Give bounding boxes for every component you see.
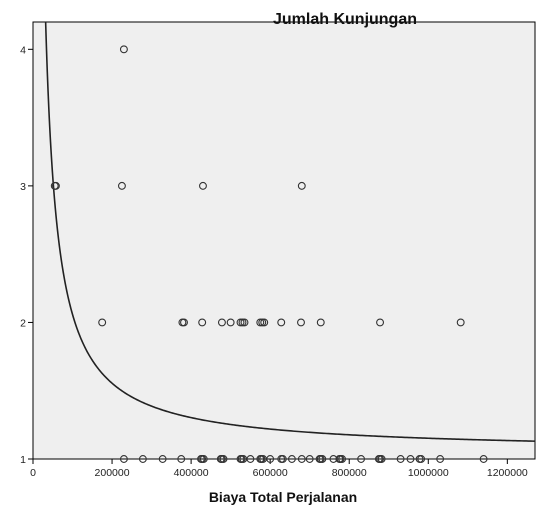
x-tick-label: 600000 [253,467,288,479]
data-point [217,318,226,327]
data-point [305,455,314,463]
data-point [376,318,385,327]
data-point [199,455,208,463]
data-point [180,318,188,327]
y-tick-label: 1 [20,454,26,466]
x-tick-label: 800000 [332,467,367,479]
y-tick-label: 2 [20,317,26,329]
data-point [240,318,249,327]
data-point [377,455,386,463]
data-point [246,455,255,463]
data-point [266,455,275,463]
data-point [260,318,269,327]
data-point [318,455,327,463]
data-point [177,455,186,463]
x-axis-label: Biaya Total Perjalanan [209,489,357,505]
data-point [119,45,128,54]
chart-title: Jumlah Kunjungan [273,11,417,28]
data-point [297,181,306,190]
data-point [316,318,325,327]
x-tick-label: 1000000 [408,467,449,479]
data-point [338,455,347,463]
data-point [198,318,207,327]
data-point [119,455,128,463]
y-tick-label: 3 [20,181,26,193]
axes: 0 200000 400000 600000 800000 1000000 1200000 1… [20,44,528,479]
fit-curve-layer [44,21,536,442]
x-tick-label: 0 [30,467,36,479]
data-point [199,181,207,190]
data-point [297,455,306,463]
data-point [297,318,305,327]
data-point [158,455,167,463]
data-point [406,455,415,463]
data-point [138,455,147,463]
x-tick-label: 200000 [95,467,130,479]
data-point [277,318,286,327]
data-point [117,181,126,190]
data-point [456,318,465,327]
data-point [278,455,287,463]
points-layer [50,45,488,463]
data-point [51,181,60,190]
data-point [98,318,107,327]
data-point [436,455,445,463]
plot-area [32,21,536,460]
data-point [226,318,235,327]
x-tick-label: 1200000 [487,467,528,479]
data-point [287,455,296,463]
data-point [417,455,426,463]
fit-curve [44,21,536,442]
data-point [479,455,488,463]
data-point [219,455,228,463]
data-point [357,455,366,463]
data-point [396,455,405,463]
x-tick-label: 400000 [174,467,209,479]
y-tick-label: 4 [20,44,26,56]
